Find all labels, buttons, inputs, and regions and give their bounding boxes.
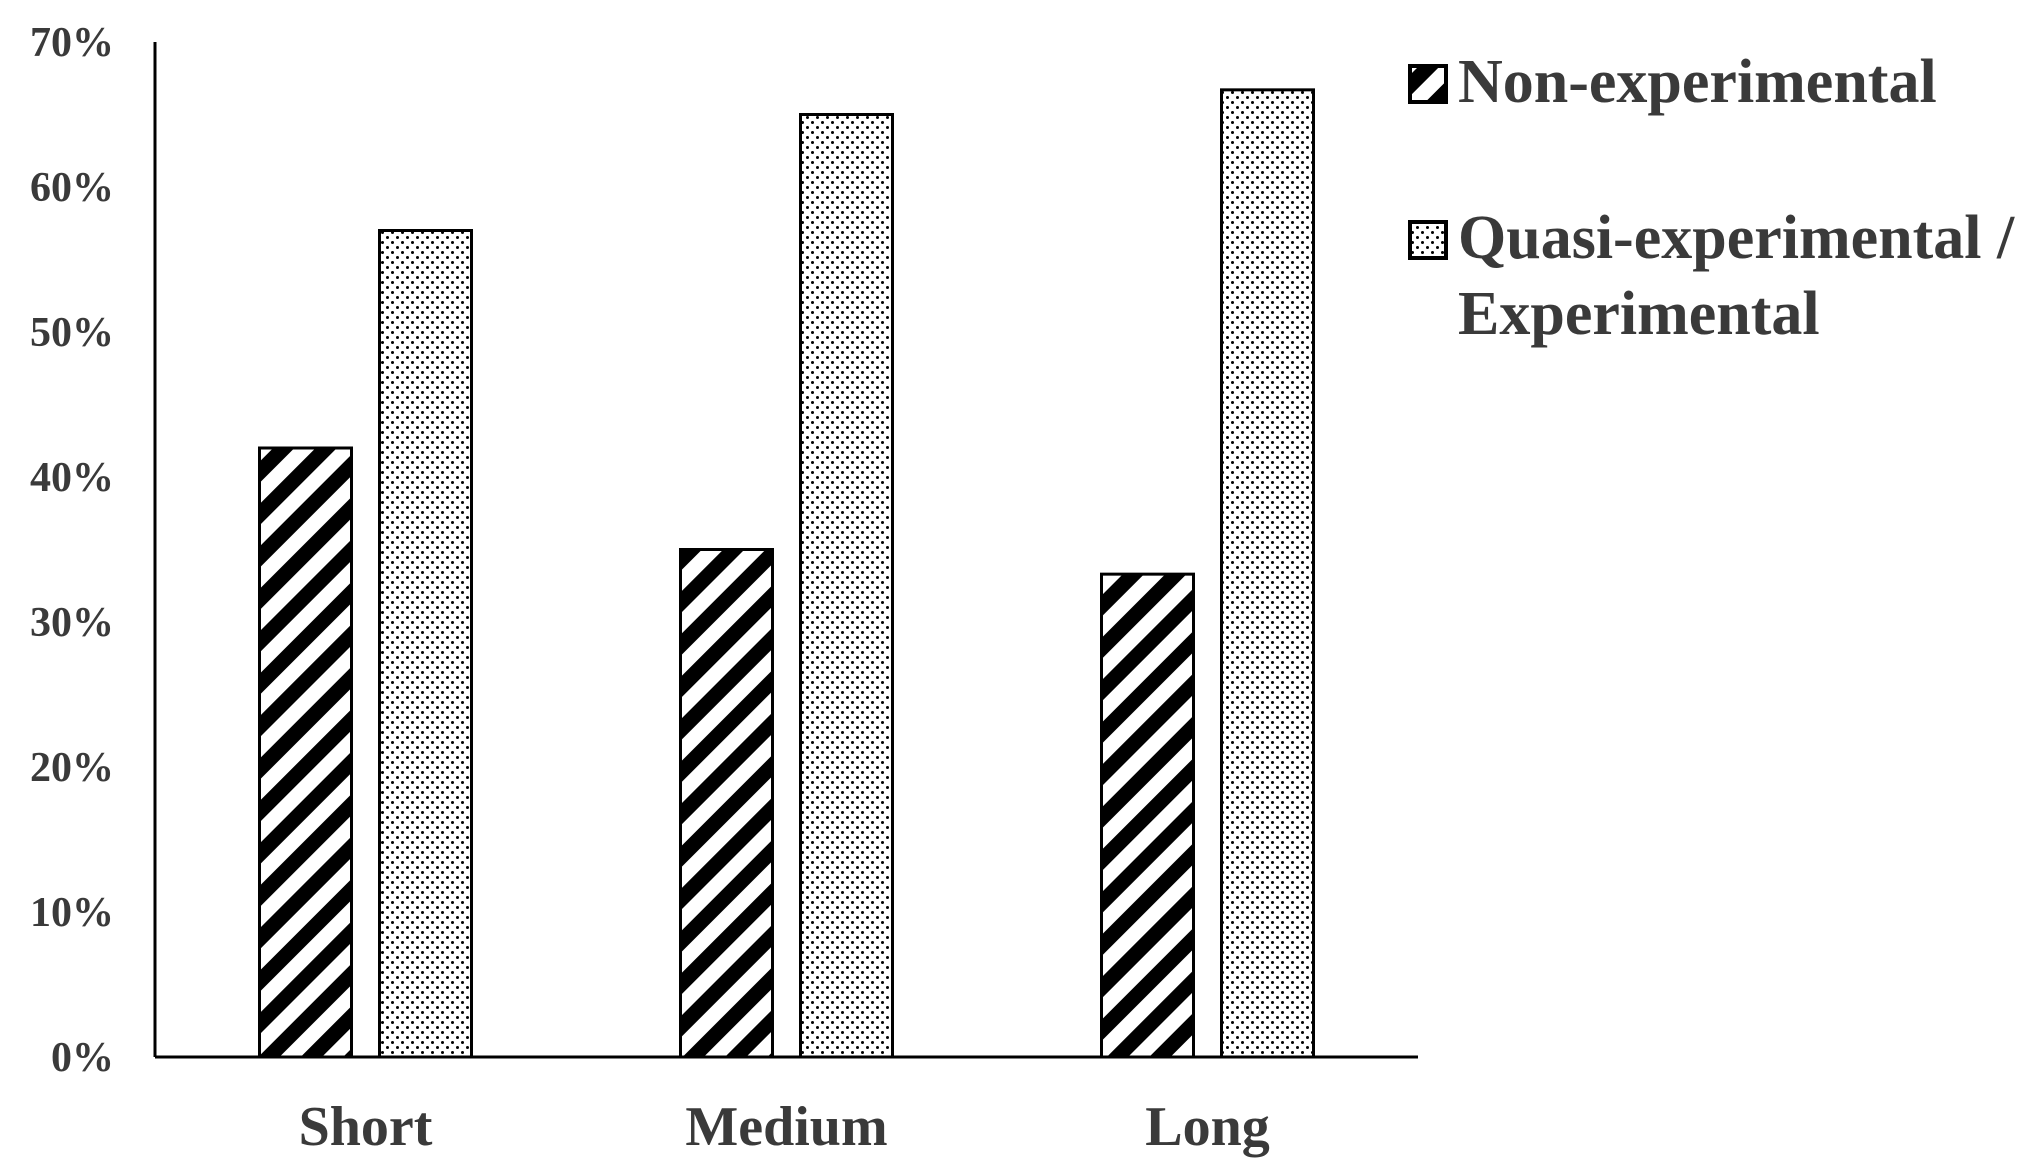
x-category-label: Medium bbox=[685, 1096, 887, 1158]
y-tick-label: 0% bbox=[51, 1035, 114, 1081]
y-tick-label: 70% bbox=[30, 20, 114, 66]
bar-non-experimental-long bbox=[1100, 572, 1195, 1059]
bar-non-experimental-short bbox=[258, 446, 353, 1059]
y-axis-tick-labels: 0% 10% 20% 30% 40% 50% 60% 70% bbox=[30, 20, 114, 1081]
y-tick-label: 50% bbox=[30, 310, 114, 356]
legend-item-quasi-experimental: Quasi-experimental / Experimental bbox=[1408, 204, 2030, 348]
y-tick-label: 20% bbox=[30, 745, 114, 791]
legend-swatch-quasi-experimental bbox=[1408, 220, 1448, 260]
legend-label-non-experimental: Non-experimental bbox=[1458, 48, 1937, 116]
legend-item-non-experimental: Non-experimental bbox=[1408, 48, 1937, 116]
legend-label-quasi-experimental: Quasi-experimental / Experimental bbox=[1458, 204, 2030, 348]
legend: Non-experimental Quasi-experimental / Ex… bbox=[1408, 48, 2030, 348]
bars bbox=[258, 88, 1315, 1059]
bar-quasi-experimental-experimental-short bbox=[378, 229, 473, 1059]
y-tick-label: 30% bbox=[30, 600, 114, 646]
bar-quasi-experimental-experimental-long bbox=[1220, 88, 1315, 1059]
y-tick-label: 40% bbox=[30, 455, 114, 501]
y-tick-label: 60% bbox=[30, 165, 114, 211]
bar-non-experimental-medium bbox=[679, 548, 774, 1059]
x-category-label: Short bbox=[299, 1096, 433, 1158]
y-tick-label: 10% bbox=[30, 890, 114, 936]
x-axis-category-labels: Short Medium Long bbox=[299, 1096, 1270, 1158]
legend-label-line-1: Quasi-experimental / bbox=[1458, 204, 2015, 272]
legend-label-line-2: Experimental bbox=[1458, 280, 1820, 348]
bar-quasi-experimental-experimental-medium bbox=[799, 113, 894, 1059]
x-category-label: Long bbox=[1145, 1096, 1270, 1158]
legend-swatch-non-experimental bbox=[1408, 64, 1448, 104]
